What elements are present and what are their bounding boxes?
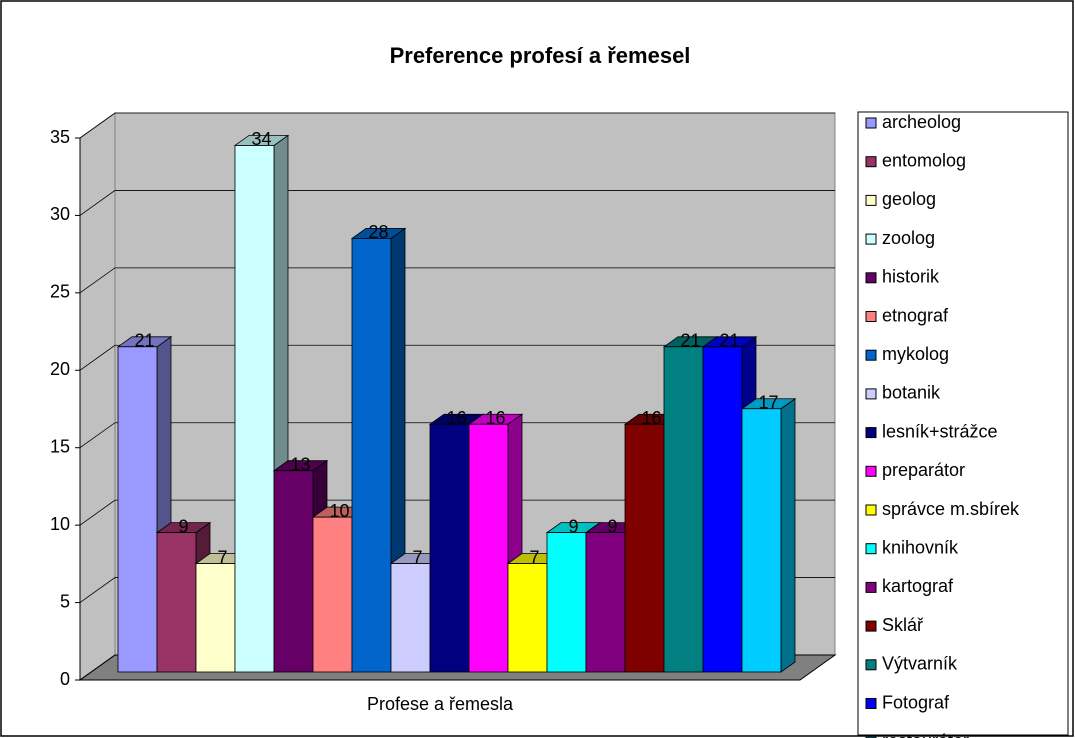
bar [234, 145, 275, 673]
legend-swatch [865, 194, 877, 206]
legend-swatch [865, 311, 877, 322]
bar [546, 532, 587, 673]
legend-swatch [865, 233, 877, 245]
bar [585, 532, 626, 673]
legend-swatch [865, 349, 877, 361]
legend-box [857, 111, 1069, 736]
bar-side [780, 397, 796, 673]
legend-label: Výtvarník [882, 654, 958, 674]
chart-title: Preference profesí a řemesel [390, 43, 691, 68]
grid-line [79, 267, 835, 294]
legend-label: knihovník [882, 537, 959, 557]
legend-swatch [865, 504, 877, 516]
data-label: 21 [719, 331, 739, 351]
data-label: 9 [568, 516, 578, 536]
grid-line [79, 190, 835, 216]
data-label: 21 [680, 331, 700, 351]
legend-label: geolog [882, 189, 936, 209]
legend-swatch [865, 698, 877, 709]
y-tick-label: 15 [50, 436, 70, 456]
bar [390, 563, 431, 673]
data-label: 9 [607, 516, 617, 536]
data-label: 28 [368, 222, 388, 242]
data-label: 34 [251, 129, 271, 149]
grid-line [79, 344, 835, 371]
x-tick-label: Profese a řemesla [367, 694, 514, 714]
bar [429, 423, 470, 673]
bar [468, 423, 509, 673]
legend-label: preparátor [882, 460, 965, 480]
legend-label: botanik [882, 383, 941, 403]
y-tick-label: 25 [50, 282, 70, 302]
bar [273, 470, 314, 673]
y-tick-label: 10 [50, 514, 70, 534]
data-label: 9 [178, 516, 188, 536]
data-label: 21 [134, 331, 154, 351]
y-tick-label: 0 [60, 669, 70, 689]
data-label: 16 [641, 408, 661, 428]
legend-label: entomolog [882, 150, 966, 170]
legend-label: lesník+strážce [882, 421, 998, 441]
legend-label: mykolog [882, 344, 949, 364]
bar [624, 423, 665, 673]
bar [702, 346, 743, 673]
data-label: 7 [217, 547, 227, 567]
legend-label: kartograf [882, 576, 954, 596]
y-tick-label: 5 [60, 591, 70, 611]
bar [156, 532, 197, 673]
grid-line [79, 499, 835, 526]
bar [312, 516, 353, 673]
bar [507, 563, 548, 673]
legend-swatch [865, 272, 877, 284]
legend-swatch [865, 543, 877, 555]
legend-label: zoolog [882, 228, 935, 248]
legend-label: archeolog [882, 112, 961, 132]
legend-swatch [865, 581, 877, 593]
bar [117, 346, 158, 673]
bar [741, 408, 782, 673]
data-label: 10 [329, 501, 349, 521]
legend-label: restaurátor [882, 731, 969, 738]
data-label: 16 [485, 408, 505, 428]
y-tick-label: 20 [50, 359, 70, 379]
bar [351, 237, 392, 673]
legend-label: Fotograf [882, 692, 950, 712]
data-label: 16 [446, 408, 466, 428]
legend-swatch [865, 427, 877, 439]
grid-line [79, 422, 835, 449]
y-tick-label: 30 [50, 204, 70, 224]
grid-line [79, 112, 835, 139]
legend-swatch [865, 117, 877, 129]
legend-swatch [865, 156, 877, 168]
legend-swatch [865, 465, 877, 477]
data-label: 7 [529, 547, 539, 567]
legend-label: historik [882, 267, 940, 287]
side-wall [79, 112, 116, 681]
legend-label: správce m.sbírek [882, 499, 1020, 519]
legend-swatch [865, 659, 877, 671]
y-tick-label: 35 [50, 127, 70, 147]
legend-label: etnograf [882, 305, 949, 325]
legend-swatch [865, 620, 877, 632]
legend-swatch [865, 388, 877, 400]
data-label: 7 [412, 547, 422, 567]
data-label: 13 [290, 454, 310, 474]
data-label: 17 [758, 392, 778, 412]
legend-label: Sklář [882, 615, 924, 635]
bar [663, 346, 704, 673]
bar [195, 563, 236, 673]
